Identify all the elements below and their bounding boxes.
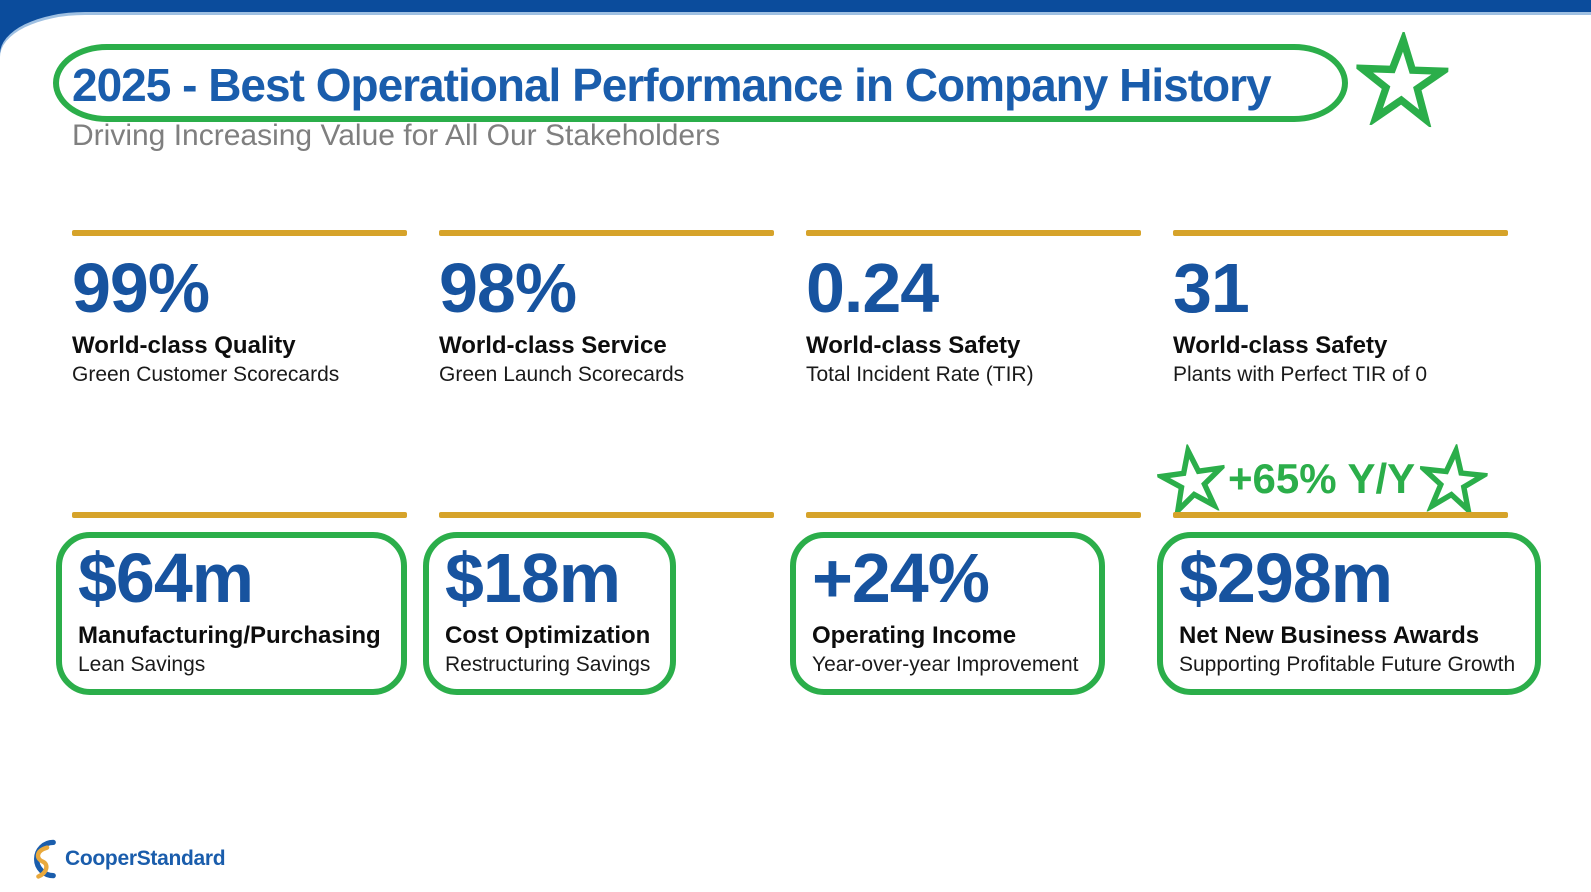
- green-highlight-box: $298m Net New Business Awards Supporting…: [1157, 532, 1542, 695]
- green-highlight-box: +24% Operating Income Year-over-year Imp…: [790, 532, 1105, 695]
- star-icon: [1416, 442, 1491, 518]
- slide-subtitle: Driving Increasing Value for All Our Sta…: [72, 119, 721, 152]
- stat-value: 0.24: [806, 249, 939, 327]
- title-highlight-oval-annotation: [53, 44, 1348, 122]
- stat-new-business-awards: $298m Net New Business Awards Supporting…: [1157, 512, 1542, 695]
- stat-label: Operating Income: [812, 621, 1017, 649]
- gold-rule: [806, 230, 1141, 236]
- stat-label: World-class Safety: [806, 331, 1021, 359]
- stat-value: $64m: [78, 539, 254, 617]
- stat-operating-income: +24% Operating Income Year-over-year Imp…: [790, 512, 1141, 695]
- gold-rule: [1173, 512, 1508, 518]
- stat-sublabel: Green Customer Scorecards: [72, 362, 340, 386]
- stat-quality: 99% World-class Quality Green Customer S…: [72, 230, 407, 387]
- stat-label: Manufacturing/Purchasing: [78, 621, 381, 649]
- gold-rule: [1173, 230, 1508, 236]
- slide-title: 2025 - Best Operational Performance in C…: [72, 59, 1272, 111]
- stat-value: $18m: [445, 539, 621, 617]
- stat-label: World-class Service: [439, 331, 667, 359]
- stat-label: Cost Optimization: [445, 621, 651, 649]
- yoy-annotation: +65% Y/Y: [1153, 442, 1491, 519]
- gold-rule: [439, 512, 774, 518]
- stat-sublabel: Restructuring Savings: [445, 652, 651, 676]
- logo-mark-icon: [34, 839, 56, 879]
- stat-service: 98% World-class Service Green Launch Sco…: [439, 230, 774, 387]
- stat-value: $298m: [1179, 539, 1393, 617]
- stat-safety-tir: 0.24 World-class Safety Total Incident R…: [806, 230, 1141, 387]
- stat-value: 99%: [72, 249, 210, 327]
- stat-label: World-class Quality: [72, 331, 296, 359]
- stat-sublabel: Total Incident Rate (TIR): [806, 362, 1034, 386]
- logo-wordmark: CooperStandard: [65, 847, 226, 870]
- stat-sublabel: Lean Savings: [78, 652, 206, 676]
- stat-sublabel: Green Launch Scorecards: [439, 362, 685, 386]
- stat-sublabel: Supporting Profitable Future Growth: [1179, 652, 1516, 676]
- top-accent-bar: [0, 0, 1591, 16]
- star-icon: [1354, 30, 1450, 128]
- gold-rule: [72, 512, 407, 518]
- stats-row-1: 99% World-class Quality Green Customer S…: [72, 230, 1508, 387]
- stat-label: Net New Business Awards: [1179, 621, 1480, 649]
- stat-sublabel: Plants with Perfect TIR of 0: [1173, 362, 1428, 386]
- gold-rule: [439, 230, 774, 236]
- stat-sublabel: Year-over-year Improvement: [812, 652, 1079, 676]
- green-highlight-box: $18m Cost Optimization Restructuring Sav…: [423, 532, 677, 695]
- stats-row-2: $64m Manufacturing/Purchasing Lean Savin…: [56, 512, 1542, 695]
- gold-rule: [806, 512, 1141, 518]
- gold-rule: [72, 230, 407, 236]
- star-icon: [1153, 442, 1229, 519]
- yoy-label: +65% Y/Y: [1228, 455, 1416, 502]
- stat-lean-savings: $64m Manufacturing/Purchasing Lean Savin…: [56, 512, 407, 695]
- green-highlight-box: $64m Manufacturing/Purchasing Lean Savin…: [56, 532, 407, 695]
- stat-value: +24%: [812, 539, 990, 617]
- stat-value: 31: [1173, 249, 1250, 327]
- stat-cost-optimization: $18m Cost Optimization Restructuring Sav…: [423, 512, 774, 695]
- stat-label: World-class Safety: [1173, 331, 1388, 359]
- cooper-standard-logo: CooperStandard: [20, 836, 226, 882]
- stat-safety-plants: 31 World-class Safety Plants with Perfec…: [1173, 230, 1508, 387]
- slide-background: [0, 15, 1591, 892]
- stat-value: 98%: [439, 249, 577, 327]
